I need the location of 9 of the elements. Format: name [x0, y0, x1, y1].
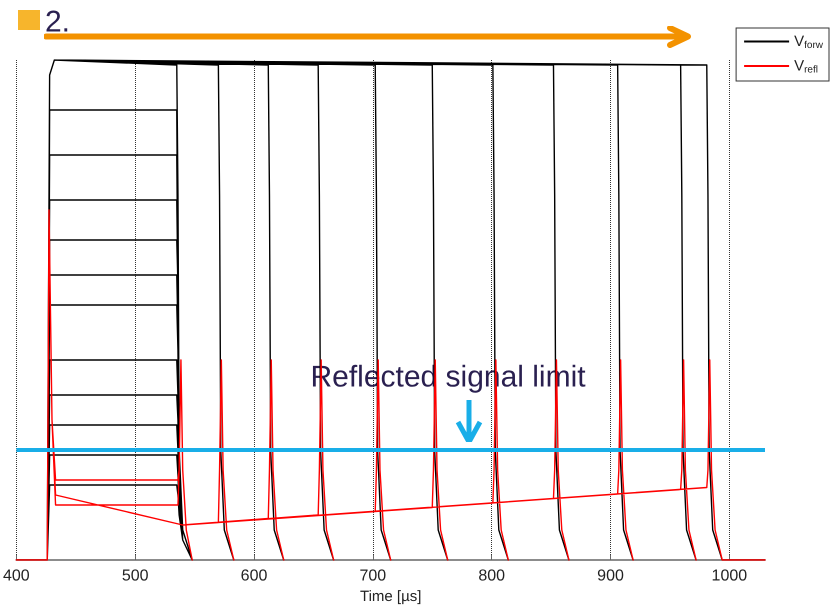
x-tick-label: 800	[478, 568, 506, 584]
chart-title: 2.	[45, 6, 70, 38]
x-tick-label: 700	[359, 568, 386, 584]
x-tick-label: 900	[597, 568, 624, 584]
x-axis-title: Time [µs]	[360, 588, 422, 605]
x-tick-label: 600	[240, 568, 268, 584]
x-tick-label: 400	[2, 568, 30, 584]
x-tick-label: 1000	[712, 568, 748, 584]
x-tick-label: 500	[122, 568, 149, 584]
